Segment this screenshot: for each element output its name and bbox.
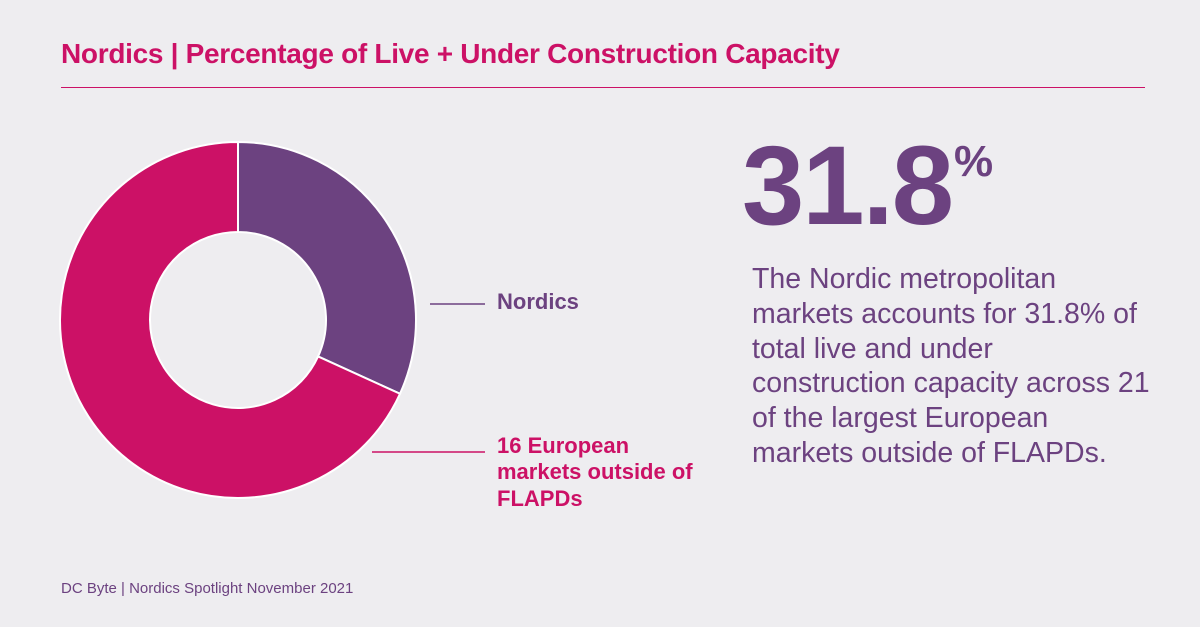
legend-label-nordics: Nordics	[497, 289, 579, 314]
headline-value: 31.8	[742, 123, 954, 248]
donut-slice-nordics	[237, 140, 417, 396]
headline-stat: 31.8%	[742, 130, 993, 242]
source-footer: DC Byte | Nordics Spotlight November 202…	[61, 580, 354, 597]
chart-title: Nordics | Percentage of Live + Under Con…	[61, 38, 840, 69]
title-divider	[61, 87, 1145, 88]
donut-chart	[59, 140, 485, 499]
legend-label-europe: 16 European markets outside of FLAPDs	[497, 433, 693, 511]
donut-slice-europe	[59, 140, 402, 499]
description-text: The Nordic metropolitan markets accounts…	[752, 263, 1150, 469]
headline-unit: %	[953, 137, 993, 186]
